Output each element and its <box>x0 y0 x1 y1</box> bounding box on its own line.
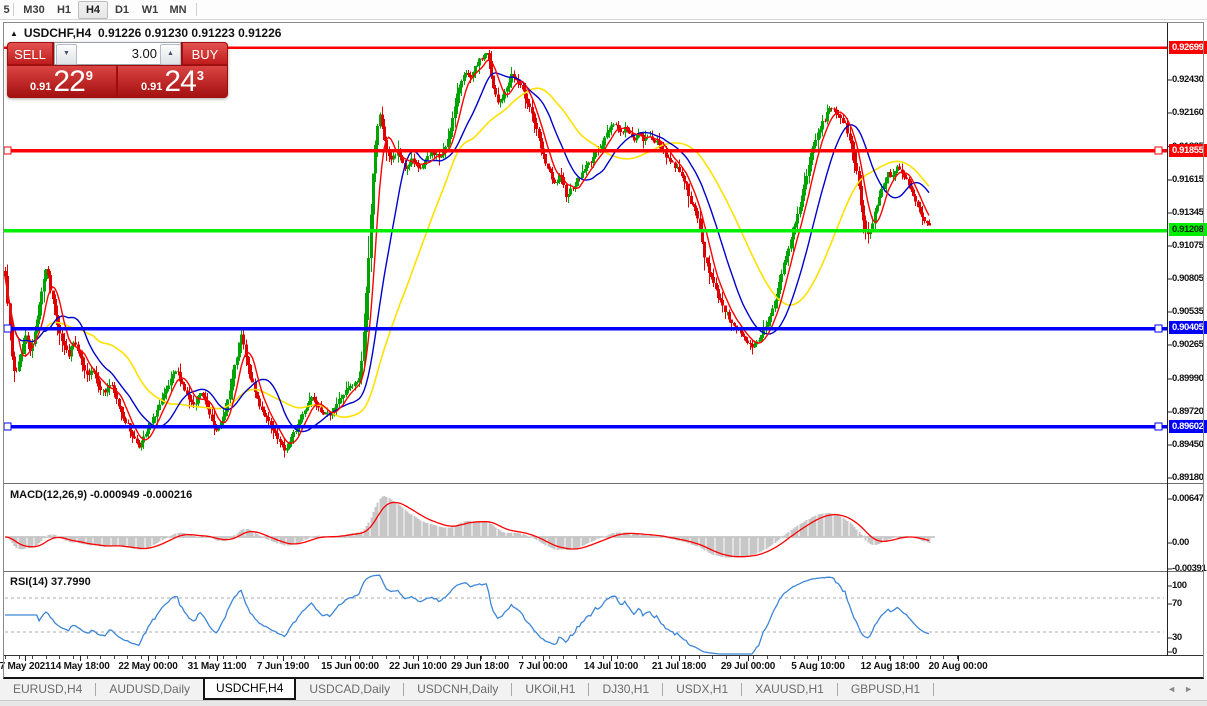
tab-divider <box>588 683 590 696</box>
tab-scroll-right-icon[interactable]: ► <box>1184 684 1201 694</box>
ma-mid-line <box>4 72 930 433</box>
tab-divider <box>511 683 513 696</box>
timeframe-button-h4[interactable]: H4 <box>78 1 108 19</box>
volume-spinner: ▼ 3.00 ▲ <box>54 42 181 65</box>
buy-price-display[interactable]: 0.91 24 3 <box>118 65 227 98</box>
tab-usdchf[interactable]: USDCHF,H4 <box>203 679 297 700</box>
tab-divider <box>836 683 838 696</box>
tab-divider <box>741 683 743 696</box>
sell-price-prefix: 0.91 <box>29 81 52 93</box>
ma-fast-line <box>4 58 930 445</box>
tab-gbpusd[interactable]: GBPUSD,H1 <box>850 682 921 696</box>
sell-button[interactable]: SELL <box>7 42 53 65</box>
toolbar-separator <box>13 3 14 16</box>
ma-slow-line <box>4 87 930 419</box>
timeframe-button-h1[interactable]: H1 <box>56 4 72 16</box>
volume-increase-button[interactable]: ▲ <box>160 44 181 65</box>
buy-price-prefix: 0.91 <box>140 81 163 93</box>
tab-audusd[interactable]: AUDUSD,Daily <box>109 682 191 696</box>
timeframe-button-w1[interactable]: W1 <box>141 4 159 16</box>
tab-divider <box>933 683 935 696</box>
tab-usdcnh[interactable]: USDCNH,Daily <box>417 682 499 696</box>
sell-price-display[interactable]: 0.91 22 9 <box>7 65 116 98</box>
tab-usdx[interactable]: USDX,H1 <box>676 682 729 696</box>
tab-scroll-left-icon[interactable]: ◄ <box>1167 684 1185 694</box>
sell-price-main: 22 <box>53 65 85 98</box>
one-click-trade-widget: SELL ▼ 3.00 ▲ BUY 0.91 22 9 0.91 24 3 <box>7 42 228 98</box>
sell-price-pip: 9 <box>85 67 94 83</box>
buy-price-pip: 3 <box>196 67 205 83</box>
tab-usdcad[interactable]: USDCAD,Daily <box>309 682 391 696</box>
timeframe-toolbar: 5 M30 H1 H4 D1 W1 MN <box>0 0 1207 20</box>
timeframe-button-partial[interactable]: 5 <box>3 4 10 16</box>
toolbar-separator <box>196 3 197 16</box>
buy-price-main: 24 <box>164 65 196 98</box>
volume-input[interactable]: 3.00 <box>131 46 157 61</box>
tab-eurusd[interactable]: EURUSD,H4 <box>13 682 83 696</box>
tab-divider <box>95 683 97 696</box>
status-strip <box>0 700 1207 706</box>
timeframe-button-d1[interactable]: D1 <box>114 4 130 16</box>
tab-dj30[interactable]: DJ30,H1 <box>602 682 650 696</box>
buy-button[interactable]: BUY <box>182 42 228 65</box>
volume-decrease-button[interactable]: ▼ <box>56 44 77 65</box>
tab-ukoil[interactable]: UKOil,H1 <box>525 682 576 696</box>
timeframe-button-m30[interactable]: M30 <box>23 4 45 16</box>
timeframe-button-mn[interactable]: MN <box>169 4 187 16</box>
tab-xauusd[interactable]: XAUUSD,H1 <box>755 682 824 696</box>
tab-scroll-arrows: ◄► <box>1167 679 1201 700</box>
symbol-tab-bar: EURUSD,H4 AUDUSD,Daily USDCHF,H4 USDCAD,Dai… <box>0 679 1207 700</box>
tab-divider <box>403 683 405 696</box>
tab-divider <box>662 683 664 696</box>
